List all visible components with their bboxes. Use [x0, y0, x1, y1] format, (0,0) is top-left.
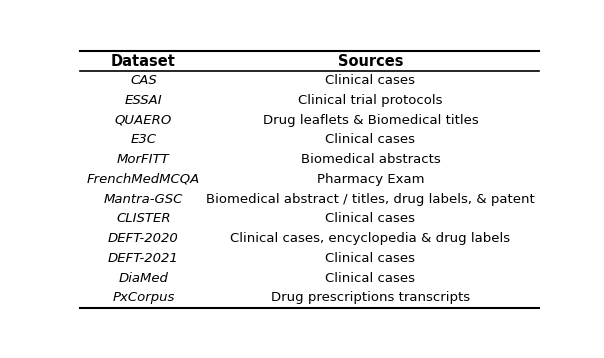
Text: PxCorpus: PxCorpus — [112, 291, 175, 304]
Text: Clinical cases: Clinical cases — [326, 134, 416, 146]
Text: MorFITT: MorFITT — [117, 153, 170, 166]
Text: CAS: CAS — [130, 74, 157, 87]
Text: Clinical trial protocols: Clinical trial protocols — [298, 94, 443, 107]
Text: ESSAI: ESSAI — [124, 94, 162, 107]
Text: Clinical cases: Clinical cases — [326, 74, 416, 87]
Text: DEFT-2020: DEFT-2020 — [108, 232, 179, 245]
Text: Dataset: Dataset — [111, 54, 176, 69]
Text: Mantra-GSC: Mantra-GSC — [104, 193, 183, 205]
Text: Biomedical abstract / titles, drug labels, & patent: Biomedical abstract / titles, drug label… — [206, 193, 535, 205]
Text: Biomedical abstracts: Biomedical abstracts — [301, 153, 440, 166]
Text: Clinical cases: Clinical cases — [326, 271, 416, 285]
Text: Clinical cases: Clinical cases — [326, 212, 416, 225]
Text: Drug leaflets & Biomedical titles: Drug leaflets & Biomedical titles — [263, 114, 478, 127]
Text: Clinical cases: Clinical cases — [326, 252, 416, 265]
Text: FrenchMedMCQA: FrenchMedMCQA — [87, 173, 200, 186]
Text: DiaMed: DiaMed — [118, 271, 169, 285]
Text: Clinical cases, encyclopedia & drug labels: Clinical cases, encyclopedia & drug labe… — [230, 232, 510, 245]
Text: Pharmacy Exam: Pharmacy Exam — [316, 173, 424, 186]
Text: CLISTER: CLISTER — [116, 212, 171, 225]
Text: Sources: Sources — [338, 54, 403, 69]
Text: E3C: E3C — [130, 134, 156, 146]
Text: Drug prescriptions transcripts: Drug prescriptions transcripts — [271, 291, 470, 304]
Text: QUAERO: QUAERO — [115, 114, 172, 127]
Text: DEFT-2021: DEFT-2021 — [108, 252, 179, 265]
